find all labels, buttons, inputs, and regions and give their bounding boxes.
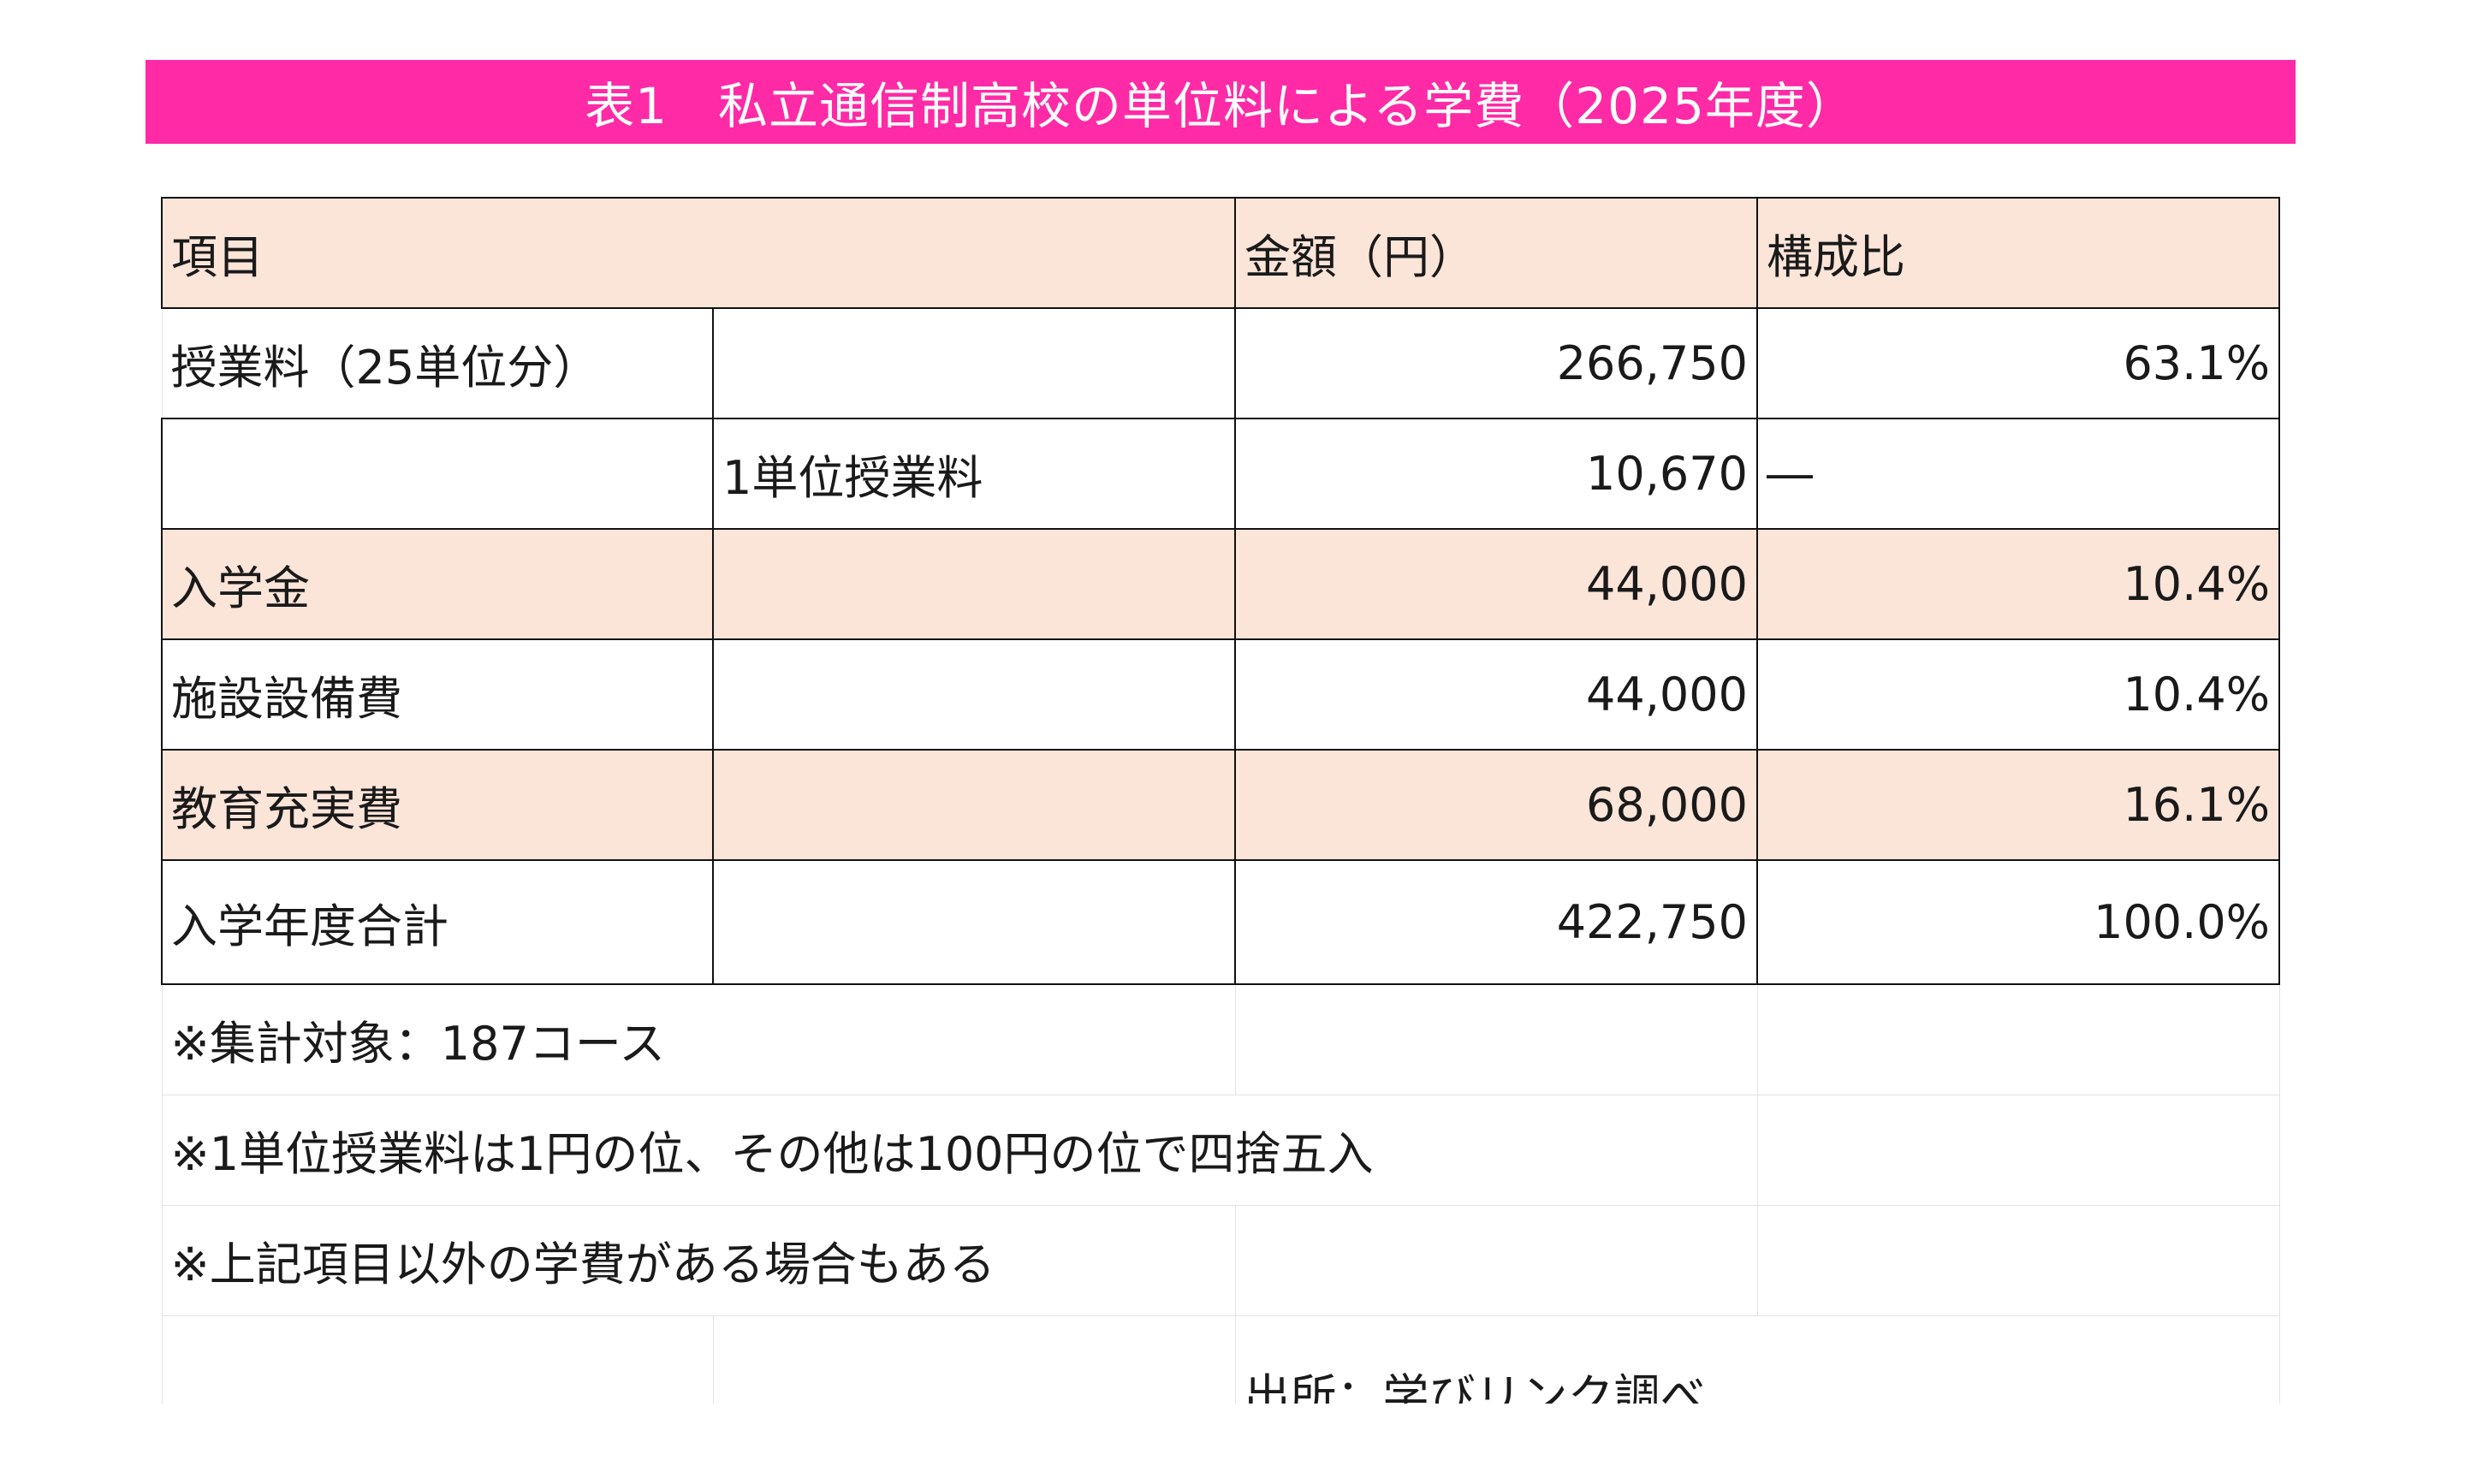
row-item: 授業料（25単位分） bbox=[161, 307, 714, 419]
row-ratio: 16.1% bbox=[1756, 749, 2280, 861]
note-text: ※集計対象：187コース bbox=[161, 983, 1236, 1095]
table-title: 表1 私立通信制高校の単位料による学費（2025年度） bbox=[585, 77, 1856, 135]
row-item: 施設設備費 bbox=[161, 638, 714, 751]
header-item: 項目 bbox=[161, 197, 1236, 309]
empty-cell bbox=[1756, 1094, 2280, 1206]
row-ratio: 100.0% bbox=[1756, 859, 2280, 985]
row-sub bbox=[712, 859, 1236, 985]
row-sub bbox=[712, 307, 1236, 419]
row-sub bbox=[712, 528, 1236, 640]
empty-cell bbox=[1756, 1204, 2280, 1316]
empty-cell bbox=[1234, 1204, 1758, 1316]
row-amount: 44,000 bbox=[1234, 528, 1758, 640]
row-ratio: 10.4% bbox=[1756, 528, 2280, 640]
table-row: 施設設備費 44,000 10.4% bbox=[161, 638, 2280, 751]
header-amount: 金額（円） bbox=[1234, 197, 1758, 309]
note-row: ※上記項目以外の学費がある場合もある bbox=[161, 1204, 2280, 1316]
row-ratio: 10.4% bbox=[1756, 638, 2280, 751]
empty-cell bbox=[1756, 983, 2280, 1095]
table-row: 1単位授業料 10,670 ― bbox=[161, 418, 2280, 530]
row-item bbox=[161, 418, 714, 530]
note-row: ※集計対象：187コース bbox=[161, 983, 2280, 1095]
note-text: ※1単位授業料は1円の位、その他は100円の位で四捨五入 bbox=[161, 1094, 1758, 1206]
total-row: 入学年度合計 422,750 100.0% bbox=[161, 859, 2280, 985]
row-amount: 266,750 bbox=[1234, 307, 1758, 419]
row-item: 入学年度合計 bbox=[161, 859, 714, 985]
row-amount: 422,750 bbox=[1234, 859, 1758, 985]
row-item: 教育充実費 bbox=[161, 749, 714, 861]
header-ratio: 構成比 bbox=[1756, 197, 2280, 309]
row-ratio: 63.1% bbox=[1756, 307, 2280, 419]
row-item: 入学金 bbox=[161, 528, 714, 640]
fee-table: 項目 金額（円） 構成比 授業料（25単位分） 266,750 63.1% 1単… bbox=[161, 197, 2280, 1427]
header-row: 項目 金額（円） 構成比 bbox=[161, 197, 2280, 309]
row-amount: 68,000 bbox=[1234, 749, 1758, 861]
note-text: ※上記項目以外の学費がある場合もある bbox=[161, 1204, 1236, 1316]
table-title-banner: 表1 私立通信制高校の単位料による学費（2025年度） bbox=[146, 60, 2296, 144]
table-row: 授業料（25単位分） 266,750 63.1% bbox=[161, 307, 2280, 419]
table-row: 入学金 44,000 10.4% bbox=[161, 528, 2280, 640]
row-amount: 10,670 bbox=[1234, 418, 1758, 530]
page-bottom-margin bbox=[0, 1404, 2477, 1484]
row-amount: 44,000 bbox=[1234, 638, 1758, 751]
row-ratio: ― bbox=[1756, 418, 2280, 530]
row-sub bbox=[712, 749, 1236, 861]
note-row: ※1単位授業料は1円の位、その他は100円の位で四捨五入 bbox=[161, 1094, 2280, 1206]
empty-cell bbox=[1234, 983, 1758, 1095]
row-sub: 1単位授業料 bbox=[712, 418, 1236, 530]
row-sub bbox=[712, 638, 1236, 751]
table-row: 教育充実費 68,000 16.1% bbox=[161, 749, 2280, 861]
